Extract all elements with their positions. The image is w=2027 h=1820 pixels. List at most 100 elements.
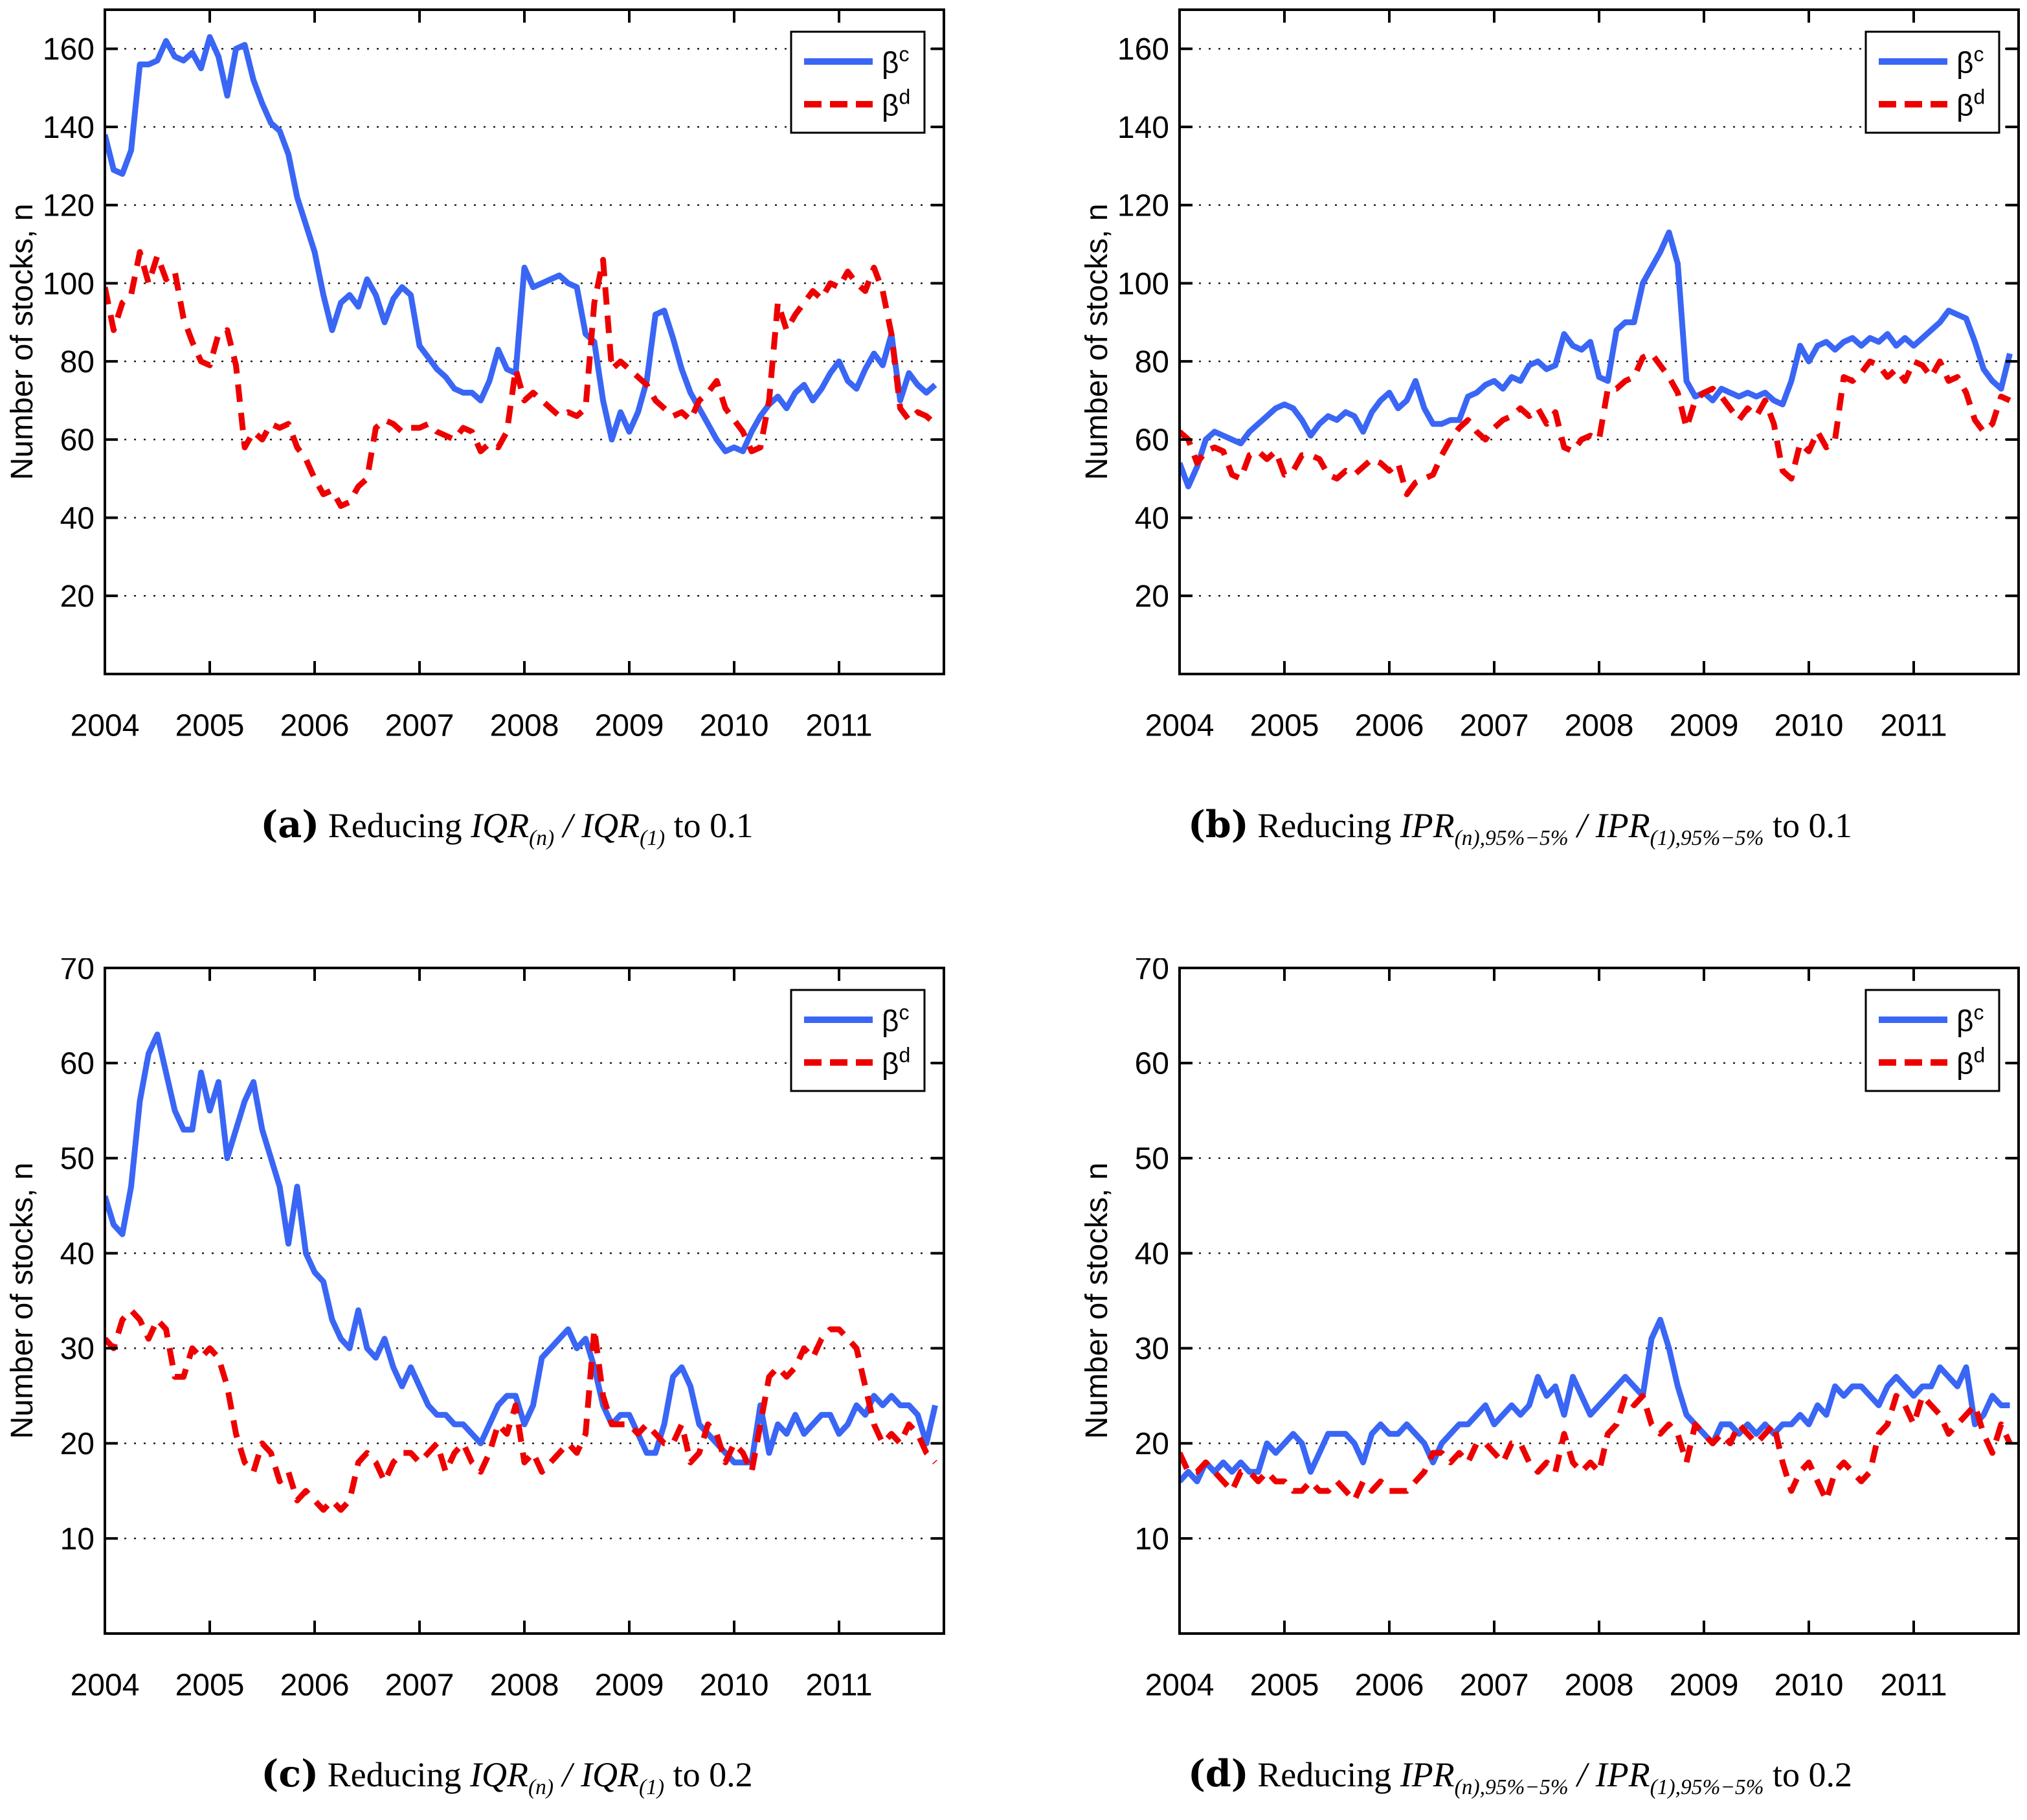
y-tick-label: 60 bbox=[60, 1047, 95, 1081]
caption-text: (n) bbox=[528, 1775, 554, 1799]
caption-text: (1) bbox=[639, 1775, 665, 1799]
y-tick-label: 70 bbox=[1135, 958, 1169, 986]
series-beta_c-line bbox=[105, 34, 937, 455]
caption-text: IQR bbox=[471, 806, 530, 845]
x-tick-label: 2010 bbox=[700, 1668, 769, 1703]
series-beta_d-line bbox=[105, 249, 937, 509]
x-tick-label: 2009 bbox=[595, 1668, 664, 1703]
legend-label-beta_c: βc bbox=[1956, 1000, 1984, 1037]
series-beta_d-line bbox=[105, 1307, 937, 1513]
legend-box bbox=[790, 989, 926, 1092]
x-tick-label: 2010 bbox=[700, 709, 769, 743]
x-tick-label: 2011 bbox=[1880, 709, 1947, 743]
y-tick-label: 30 bbox=[1135, 1332, 1169, 1366]
x-tick-label: 2007 bbox=[385, 709, 454, 743]
x-tick-label: 2011 bbox=[1880, 1668, 1947, 1703]
x-tick-label: 2004 bbox=[71, 1668, 140, 1703]
legend-label-beta_c: βc bbox=[882, 1000, 909, 1037]
y-tick-label: 60 bbox=[1135, 423, 1169, 458]
y-tick-label: 20 bbox=[1135, 1427, 1169, 1461]
chart-d-reducing-ipr-0.2: 2004 2005 2006 2007 2008 2009 2010 2011 10 20 30 40… bbox=[1080, 958, 2020, 1703]
legend-label-beta_d: βd bbox=[882, 1043, 910, 1080]
series-beta_c-line bbox=[1180, 229, 2013, 489]
caption-text: (1),95%−5% bbox=[1650, 826, 1764, 850]
x-tick-label: 2011 bbox=[805, 709, 872, 743]
caption-text: / bbox=[554, 806, 582, 845]
y-tick-label: 80 bbox=[60, 345, 95, 379]
caption-text: IPR bbox=[1595, 1755, 1650, 1794]
x-tick-label: 2007 bbox=[1460, 709, 1529, 743]
caption-index-label: (a) bbox=[260, 803, 320, 846]
x-tick-label: 2008 bbox=[1565, 1668, 1634, 1703]
series-beta_c-line bbox=[1180, 1316, 2010, 1485]
y-tick-label: 20 bbox=[60, 579, 95, 614]
caption-text: Reducing bbox=[319, 1755, 471, 1794]
caption-text: to 0.2 bbox=[664, 1755, 753, 1794]
x-tick-label: 2005 bbox=[175, 709, 245, 743]
caption-text: Reducing bbox=[1248, 1755, 1400, 1794]
legend-box bbox=[1865, 30, 2000, 134]
caption-index-label: (c) bbox=[261, 1752, 319, 1795]
chart-b-reducing-ipr-0.1: 2004 2005 2006 2007 2008 2009 2010 2011 20 40 60 80… bbox=[1080, 8, 2020, 743]
y-tick-label: 100 bbox=[1117, 267, 1169, 301]
x-tick-label: 2009 bbox=[1670, 709, 1739, 743]
x-tick-label: 2009 bbox=[1670, 1668, 1739, 1703]
caption-index-label: (d) bbox=[1187, 1752, 1249, 1795]
y-tick-label: 120 bbox=[1117, 189, 1169, 223]
chart-a-reducing-iqr-0.1: 2004 2005 2006 2007 2008 2009 2010 2011 20 40 60 80… bbox=[5, 8, 945, 743]
series-beta_c-line bbox=[105, 1031, 938, 1466]
x-tick-label: 2004 bbox=[1145, 1668, 1215, 1703]
legend-label-beta_d: βd bbox=[882, 85, 910, 122]
x-tick-label: 2004 bbox=[1145, 709, 1215, 743]
caption-text: IQR bbox=[581, 806, 640, 845]
x-tick-label: 2009 bbox=[595, 709, 664, 743]
y-tick-label: 20 bbox=[1135, 579, 1169, 614]
y-tick-label: 100 bbox=[43, 267, 95, 301]
y-tick-label: 20 bbox=[60, 1427, 95, 1461]
x-tick-label: 2006 bbox=[280, 1668, 350, 1703]
y-axis-label: Number of stocks, n bbox=[5, 1163, 39, 1439]
y-tick-label: 160 bbox=[1117, 32, 1169, 67]
x-tick-label: 2008 bbox=[1565, 709, 1634, 743]
x-tick-label: 2006 bbox=[1355, 1668, 1424, 1703]
caption-text: IPR bbox=[1400, 806, 1455, 845]
caption-text: Reducing bbox=[1248, 806, 1400, 845]
x-tick-label: 2010 bbox=[1775, 1668, 1844, 1703]
caption-text: Reducing bbox=[319, 806, 471, 845]
y-tick-label: 40 bbox=[60, 1237, 95, 1271]
x-tick-label: 2005 bbox=[175, 1668, 245, 1703]
x-tick-label: 2007 bbox=[385, 1668, 454, 1703]
x-tick-label: 2010 bbox=[1775, 709, 1844, 743]
x-tick-label: 2007 bbox=[1460, 1668, 1529, 1703]
series-beta_d-line bbox=[1180, 1393, 2013, 1503]
caption-text: IQR bbox=[581, 1755, 640, 1794]
caption-text: IQR bbox=[470, 1755, 529, 1794]
y-tick-label: 40 bbox=[1135, 501, 1169, 535]
caption-text: / bbox=[1568, 806, 1596, 845]
legend-box bbox=[1865, 989, 2000, 1092]
series-beta_d-line bbox=[1180, 350, 2011, 497]
y-axis-label: Number of stocks, n bbox=[1080, 204, 1114, 480]
y-tick-label: 10 bbox=[60, 1522, 95, 1556]
caption-text: (n),95%−5% bbox=[1454, 1775, 1569, 1799]
caption-c: (c) Reducing IQR(n) / IQR(1) to 0.2 bbox=[0, 1752, 1014, 1798]
y-tick-label: 60 bbox=[1135, 1047, 1169, 1081]
legend-label-beta_d: βd bbox=[1956, 1043, 1985, 1080]
y-axis-label: Number of stocks, n bbox=[1080, 1163, 1114, 1439]
caption-text: to 0.1 bbox=[1764, 806, 1853, 845]
legend-box bbox=[790, 30, 926, 134]
caption-text: / bbox=[554, 1755, 581, 1794]
caption-text: to 0.1 bbox=[665, 806, 754, 845]
x-tick-label: 2006 bbox=[280, 709, 350, 743]
y-tick-label: 80 bbox=[1135, 345, 1169, 379]
caption-text: (n),95%−5% bbox=[1454, 826, 1569, 850]
x-tick-label: 2004 bbox=[71, 709, 140, 743]
y-tick-label: 140 bbox=[43, 111, 95, 145]
caption-a: (a) Reducing IQR(n) / IQR(1) to 0.1 bbox=[0, 803, 1014, 849]
caption-text: (1) bbox=[640, 826, 666, 850]
caption-text: (1),95%−5% bbox=[1650, 1775, 1764, 1799]
caption-b: (b) Reducing IPR(n),95%−5% / IPR(1),95%−… bbox=[1013, 803, 2027, 849]
x-tick-label: 2006 bbox=[1355, 709, 1424, 743]
chart-c-reducing-iqr-0.2: 2004 2005 2006 2007 2008 2009 2010 2011 10 20 30 40… bbox=[5, 958, 945, 1703]
